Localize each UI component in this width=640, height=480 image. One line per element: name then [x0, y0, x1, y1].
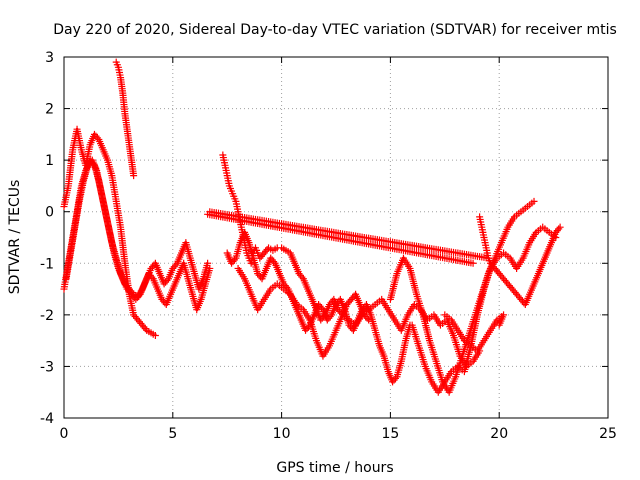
- x-tick-label: 5: [168, 426, 177, 442]
- data-point: [495, 321, 503, 329]
- series-track-h: [386, 197, 538, 396]
- data-point: [141, 325, 149, 333]
- data-point: [135, 292, 143, 300]
- ticks: [63, 56, 609, 419]
- data-point: [326, 313, 334, 321]
- data-point: [204, 259, 212, 267]
- data-point: [93, 134, 101, 142]
- series-track-k: [441, 311, 508, 355]
- x-tick-label: 10: [273, 426, 291, 442]
- grid: [64, 57, 608, 418]
- tick-labels: 0 5 10 15 20 25 -4 -3 -2 -1 0 1 2 3: [40, 50, 617, 442]
- series-track-g: [234, 264, 484, 370]
- data-point: [172, 261, 180, 269]
- x-tick-label: 0: [60, 426, 69, 442]
- data-point: [363, 314, 371, 322]
- y-tick-label: 3: [45, 50, 54, 66]
- data-point: [130, 172, 138, 180]
- data-point: [555, 225, 563, 233]
- y-tick-label: -3: [40, 359, 54, 375]
- y-tick-label: -1: [40, 256, 54, 272]
- x-tick-label: 15: [381, 426, 399, 442]
- data-point: [556, 223, 564, 231]
- series-track-j: [476, 213, 564, 309]
- x-axis-label: GPS time / hours: [276, 460, 393, 476]
- x-tick-label: 25: [599, 426, 617, 442]
- y-tick-label: 1: [45, 153, 54, 169]
- x-tick-label: 20: [490, 426, 508, 442]
- data-point: [230, 256, 238, 264]
- series-track-i: [408, 223, 560, 396]
- data-point: [163, 276, 171, 284]
- data-point: [148, 273, 156, 281]
- data-point: [391, 374, 399, 382]
- series-track-c: [62, 156, 214, 314]
- y-tick-label: -2: [40, 308, 54, 324]
- chart-title: Day 220 of 2020, Sidereal Day-to-day VTE…: [53, 22, 617, 38]
- data-point: [206, 264, 214, 272]
- data-point: [484, 254, 492, 262]
- y-axis-label: SDTVAR / TECUs: [7, 180, 23, 295]
- series-track-l: [204, 208, 492, 267]
- data-point: [530, 197, 538, 205]
- data-point: [317, 304, 325, 312]
- y-tick-label: 2: [45, 102, 54, 118]
- data-point: [298, 273, 306, 281]
- plot-frame: [63, 56, 609, 419]
- y-tick-label: -4: [40, 411, 54, 427]
- series-track-d: [112, 58, 138, 180]
- data-points: [60, 58, 564, 396]
- y-tick-label: 0: [45, 205, 54, 221]
- data-point: [151, 331, 159, 339]
- data-point: [270, 258, 278, 266]
